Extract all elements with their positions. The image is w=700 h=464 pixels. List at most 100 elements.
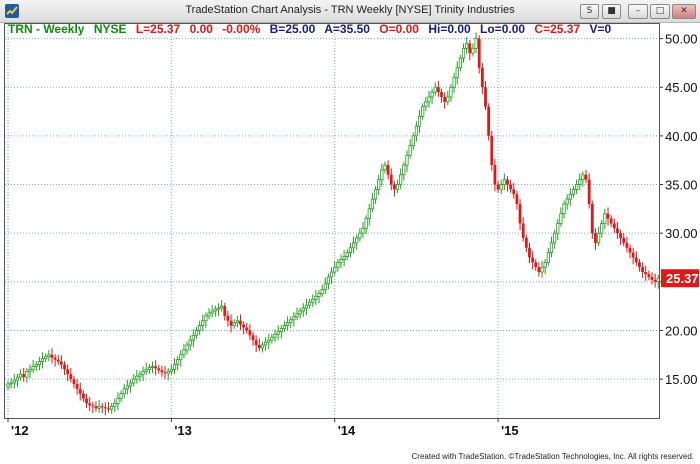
tradestation-app-icon[interactable] <box>4 3 20 19</box>
price-bar-body <box>301 307 305 312</box>
price-bar-body <box>72 379 76 384</box>
price-bar-body <box>53 357 57 360</box>
price-bar-body <box>348 247 353 254</box>
price-bar-body <box>408 145 412 156</box>
price-bar-body <box>578 179 582 185</box>
y-tick-label: 40.00 <box>665 129 698 144</box>
price-bar-body <box>383 164 387 171</box>
price-bar-body <box>307 301 312 306</box>
price-bar-body <box>540 266 544 273</box>
price-bar-body <box>37 361 42 365</box>
price-bar-body <box>239 320 242 325</box>
price-bar-body <box>60 361 63 365</box>
price-bar-body <box>634 257 638 263</box>
title-bar: TradeStation Chart Analysis - TRN Weekly… <box>0 0 700 23</box>
price-bar-body <box>361 227 365 234</box>
price-bar-body <box>443 96 447 102</box>
status-line: TRN - Weekly NYSE L=25.37 0.00 -0.00% B=… <box>8 22 617 38</box>
price-bar-body <box>50 354 54 358</box>
price-chart[interactable]: 15.0020.0025.0030.0035.0040.0045.0050.00… <box>0 22 700 452</box>
price-bar-body <box>474 38 478 49</box>
price-bar-body <box>465 43 469 49</box>
price-bar-body <box>15 376 20 381</box>
price-bar-body <box>194 330 199 336</box>
last-price-tag <box>661 269 699 288</box>
last-price: L=25.37 <box>135 22 181 36</box>
maximize-button[interactable]: □ <box>650 4 670 19</box>
price-bar-body <box>594 233 597 243</box>
price-bar-body <box>166 370 170 374</box>
price-bar-body <box>285 322 290 326</box>
price-bar-body <box>282 325 287 329</box>
price-bar-body <box>562 203 566 215</box>
price-bar-body <box>147 367 151 370</box>
minimize-button[interactable]: – <box>628 4 648 19</box>
symbol-link-button[interactable]: S <box>580 4 599 19</box>
close-price: C=25.37 <box>534 22 581 36</box>
price-bar-body <box>110 405 114 410</box>
price-bar-body <box>393 184 396 190</box>
price-bar-body <box>135 375 139 380</box>
price-bar-body <box>537 267 541 273</box>
price-bar-body <box>160 370 164 373</box>
price-bar-body <box>484 87 487 107</box>
price-bar-body <box>405 154 409 166</box>
price-bar-body <box>122 388 126 395</box>
price-bar-body <box>169 368 173 372</box>
price-bar-body <box>377 179 381 190</box>
price-bar-body <box>358 232 362 239</box>
price-bar-body <box>370 198 375 210</box>
close-button[interactable]: ✕ <box>672 4 696 19</box>
price-bar-body <box>210 310 214 314</box>
price-bar-body <box>107 408 110 410</box>
y-tick-label: 30.00 <box>665 226 698 241</box>
price-bar-body <box>430 91 434 98</box>
price-bar-body <box>326 276 331 285</box>
price-bar-body <box>213 308 217 312</box>
low-price: Lo=0.00 <box>480 22 526 36</box>
price-bar-body <box>499 184 503 190</box>
price-bar-body <box>292 316 296 321</box>
ask-price: A=35.50 <box>324 22 370 36</box>
price-bar-body <box>242 324 246 328</box>
price-bar-body <box>28 368 32 372</box>
price-bar-body <box>458 57 462 69</box>
price-bar-body <box>40 358 45 362</box>
price-bar-body <box>198 325 202 331</box>
price-bar-body <box>6 383 10 388</box>
price-bar-body <box>257 345 261 348</box>
volume: V=0 <box>589 22 612 36</box>
price-bar-body <box>512 189 516 195</box>
price-bar-body <box>509 184 513 190</box>
price-bar-body <box>496 184 500 190</box>
price-bar-body <box>421 106 425 117</box>
price-bar-body <box>616 228 619 234</box>
price-bar-body <box>619 233 622 239</box>
price-bar-body <box>433 86 437 93</box>
price-bar-body <box>524 238 528 248</box>
price-bar-body <box>427 96 431 103</box>
price-bar-body <box>97 405 101 409</box>
plot-area[interactable] <box>4 23 660 419</box>
price-bar-body <box>521 223 525 239</box>
high-price: Hi=0.00 <box>428 22 471 36</box>
link-color-button[interactable]: ■ <box>602 4 621 19</box>
price-bar-body <box>150 366 155 368</box>
price-bar-body <box>339 259 343 263</box>
price-bar-body <box>644 272 648 275</box>
price-bar-body <box>185 344 189 351</box>
price-bar-body <box>12 379 16 384</box>
price-bar-body <box>113 403 117 407</box>
price-bar-body <box>314 295 318 300</box>
price-bar-body <box>226 315 230 321</box>
price-bar-body <box>333 266 337 273</box>
price-bar-body <box>471 47 475 54</box>
price-bar-body <box>477 38 481 68</box>
price-bar-body <box>188 339 192 346</box>
price-bar-body <box>289 319 293 324</box>
price-bar-body <box>568 193 572 200</box>
price-bar-body <box>56 359 60 362</box>
price-bar-body <box>581 174 585 181</box>
price-bar-body <box>553 232 557 244</box>
price-bar-body <box>587 179 591 204</box>
